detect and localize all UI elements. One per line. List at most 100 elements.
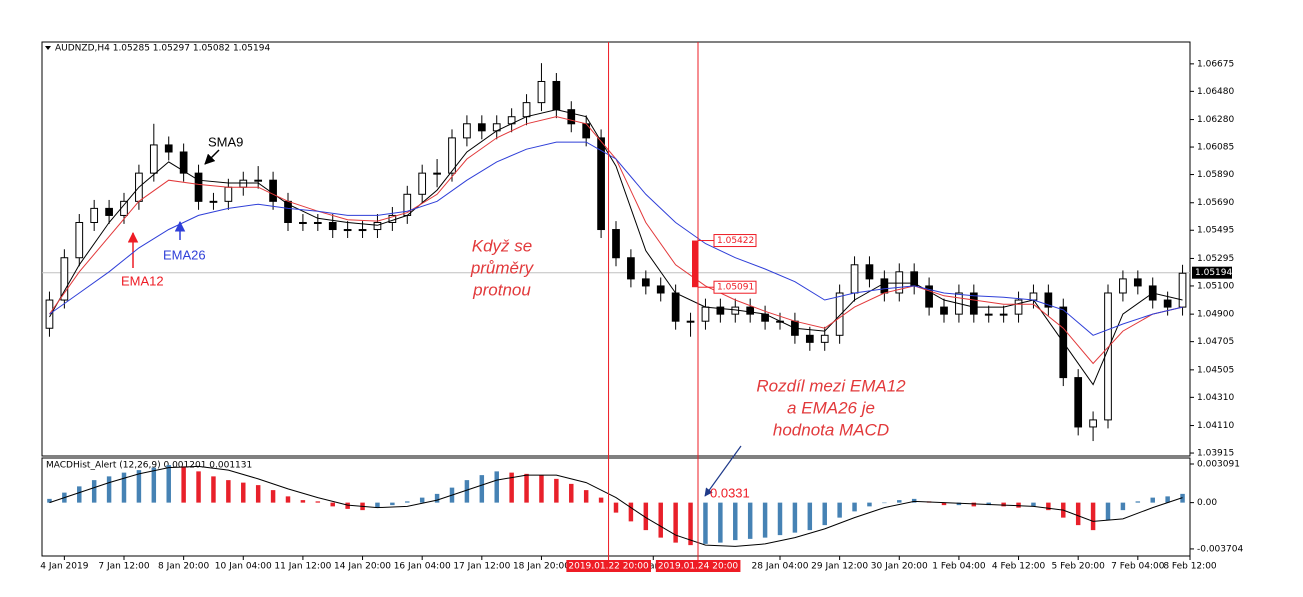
event-label: 2019.01.22 20:00	[568, 562, 649, 572]
candle-body	[1044, 292, 1053, 308]
candle-body	[418, 172, 427, 195]
y-tick-label: 1.05100	[1197, 281, 1234, 291]
candle-body	[716, 306, 725, 315]
macd-bar	[598, 497, 604, 503]
x-tick-label: 7 Feb 04:00	[1111, 562, 1165, 572]
macd-bar	[77, 486, 82, 503]
candle-body	[1074, 377, 1083, 428]
cross-note: průměry	[470, 258, 535, 277]
macd-bar	[375, 502, 380, 508]
y-tick-label: 1.04705	[1197, 337, 1234, 347]
candle-body	[1104, 292, 1112, 421]
macd-bar	[792, 502, 798, 533]
candle-body	[895, 271, 904, 294]
macd-bar	[524, 473, 529, 503]
macd-bar	[285, 496, 291, 503]
macd-bar	[255, 485, 261, 503]
candle-body	[60, 257, 69, 301]
candle-body	[820, 334, 829, 343]
candle-body	[969, 292, 978, 315]
x-tick-label: 7 Jan 12:00	[98, 562, 150, 572]
sma-arrow	[204, 149, 220, 165]
candle-body	[567, 109, 576, 125]
x-tick-label: 10 Jan 04:00	[215, 562, 272, 572]
y-tick-label: 1.05295	[1197, 254, 1234, 264]
candle-body	[463, 123, 471, 139]
ema-gap-box	[713, 280, 757, 294]
candle-body	[552, 80, 561, 111]
candle-body	[209, 200, 218, 203]
macd-bar	[1016, 502, 1021, 508]
candle-body	[537, 80, 546, 104]
x-tick-label: 18 Jan 20:00	[513, 562, 570, 572]
ema-gap-bar	[692, 240, 698, 288]
macd-bar	[1165, 496, 1170, 503]
y-tick-label: 1.06480	[1197, 87, 1234, 97]
macd-bar	[1120, 502, 1126, 511]
candle-body	[1014, 299, 1023, 315]
ma-line	[49, 109, 1183, 386]
macd-bar	[151, 467, 157, 503]
signal-line	[49, 465, 1183, 547]
macd-bar	[777, 502, 783, 536]
macd-bar	[762, 502, 768, 538]
candle-body	[1133, 278, 1142, 287]
last-price-label: 1.05194	[1195, 268, 1232, 278]
x-tick-label: 29 Jan 12:00	[811, 562, 868, 572]
candle-body	[299, 221, 307, 224]
event-tag	[655, 560, 741, 572]
candle-body	[164, 144, 173, 153]
candle-body	[701, 306, 710, 322]
macd-bar	[241, 482, 246, 503]
macd-bar	[971, 502, 977, 507]
candle-body	[433, 172, 441, 175]
candle-body	[179, 151, 188, 174]
macd-bar	[658, 502, 663, 538]
candle-body	[328, 221, 337, 231]
y-tick-label: 1.06280	[1197, 115, 1234, 125]
macd-bar	[434, 493, 440, 503]
macd-bar	[733, 502, 738, 541]
macd-arrow	[704, 445, 742, 497]
ma-name: SMA9	[208, 134, 243, 149]
macd-bar	[882, 502, 887, 504]
candle-body	[522, 102, 531, 118]
x-tick-label: 11 Jan 12:00	[274, 562, 331, 572]
y-tick-label: 0.00	[1197, 498, 1217, 508]
macd-bar	[1180, 493, 1185, 503]
macd-bar	[1150, 497, 1155, 503]
candle-body	[835, 292, 844, 336]
candle-body	[239, 179, 248, 188]
macd-bar	[211, 476, 216, 503]
candle-body	[254, 179, 263, 182]
macd-bar	[911, 498, 917, 503]
x-tick-label: 14 Jan 20:00	[334, 562, 391, 572]
macd-bar	[613, 502, 619, 513]
event-label: 2019.01.24 20:00	[658, 562, 739, 572]
x-tick-label: 28 Jan 04:00	[752, 562, 809, 572]
candle-body	[1029, 292, 1038, 301]
y-tick-label: 1.06675	[1197, 59, 1234, 69]
macd-bar	[852, 502, 857, 512]
macd-bar	[1046, 502, 1051, 511]
menu-triangle	[45, 46, 51, 50]
macd-note: a EMA26 je	[787, 398, 875, 417]
x-tick-label: 8 Feb 12:00	[1163, 562, 1217, 572]
macd-bar	[106, 476, 112, 503]
macd-bar	[822, 502, 827, 526]
candle-body	[373, 221, 382, 231]
candle-body	[269, 179, 277, 202]
y-tick-label: 1.05495	[1197, 226, 1234, 236]
candle-body	[641, 278, 650, 287]
candle-body	[1089, 419, 1097, 428]
candle-body	[477, 123, 486, 132]
candle-body	[984, 313, 993, 316]
x-tick-label: 8 Jan 20:00	[158, 562, 210, 572]
ma-line	[49, 141, 1183, 336]
candle-body	[805, 334, 814, 343]
candle-body	[865, 264, 874, 280]
y-tick-label: 1.03915	[1197, 449, 1234, 459]
ma-name: EMA26	[163, 247, 206, 262]
